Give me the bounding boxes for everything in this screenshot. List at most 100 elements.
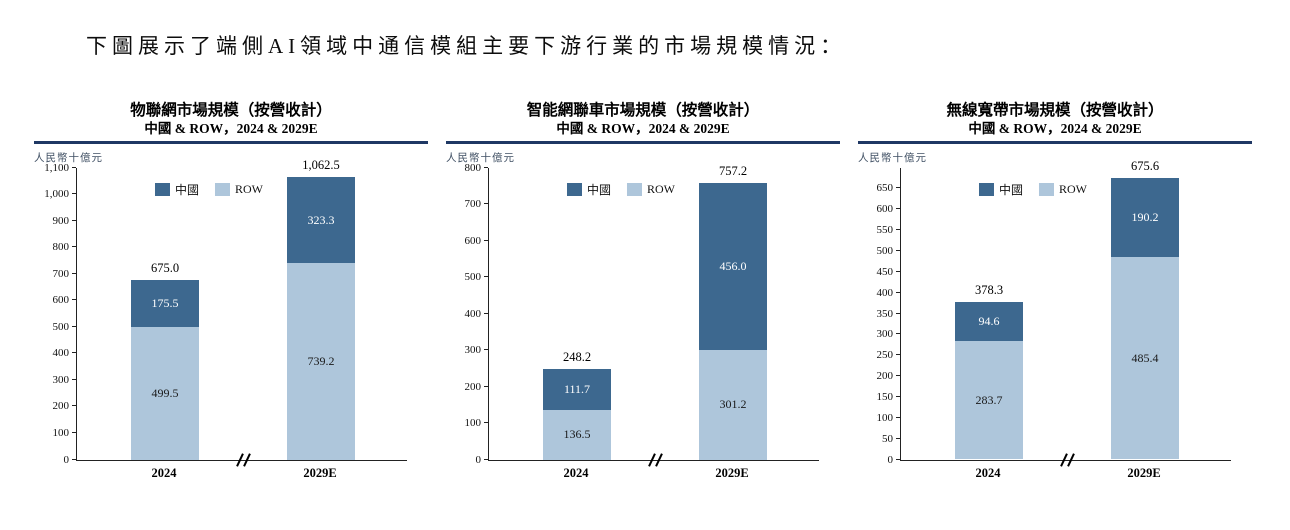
y-tick-mark <box>896 312 900 314</box>
bar-2029E: 190.2 485.4 <box>1111 177 1179 460</box>
chart-iot-market: 物聯網市場規模（按營收計） 中國 & ROW，2024 & 2029E 人民幣十億元… <box>30 102 432 483</box>
x-tick-label: 2029E <box>303 465 337 480</box>
segment-china: 111.7 <box>543 368 611 410</box>
x-tick-label: 2024 <box>563 465 589 480</box>
y-tick-label: 350 <box>876 307 894 320</box>
segment-row: 283.7 <box>955 341 1023 460</box>
chart-smart-connected-vehicle-market: 智能網聯車市場規模（按營收計） 中國 & ROW，2024 & 2029E 人民幣十… <box>442 102 844 483</box>
total-label: 757.2 <box>718 164 748 179</box>
y-tick-mark <box>484 349 488 350</box>
segment-value-china: 111.7 <box>563 381 591 396</box>
y-tick-label: 300 <box>876 328 894 341</box>
y-axis-unit-label: 人民幣十億元 <box>858 152 927 164</box>
total-label: 675.0 <box>150 261 180 276</box>
x-tick-label: 2024 <box>975 465 1001 480</box>
chart-title: 智能網聯車市場規模（按營收計） <box>526 102 760 119</box>
legend: 中國 ROW <box>566 181 675 198</box>
segment-value-china: 323.3 <box>307 212 335 227</box>
segment-value-row: 485.4 <box>1131 350 1159 365</box>
y-tick-label: 200 <box>464 380 482 393</box>
segment-value-row: 136.5 <box>563 427 591 442</box>
y-axis-unit-label: 人民幣十億元 <box>446 152 515 164</box>
y-tick-label: 500 <box>464 271 482 283</box>
bar-2024: 94.6 283.7 <box>955 301 1023 460</box>
segment-row: 739.2 <box>287 263 355 460</box>
y-tick-label: 0 <box>63 453 70 466</box>
y-tick-mark <box>896 187 900 189</box>
bar-2024: 175.5 499.5 <box>131 280 199 460</box>
legend: 中國 ROW <box>154 181 263 198</box>
x-axis-labels: 2024 2029E <box>76 461 406 483</box>
y-tick-label: 100 <box>464 417 482 429</box>
chart-title: 無線寬帶市場規模（按營收計） <box>946 102 1164 119</box>
y-tick-label: 900 <box>52 214 70 227</box>
segment-value-china: 190.2 <box>1131 209 1159 224</box>
y-tick-mark <box>484 239 488 241</box>
segment-row: 499.5 <box>131 326 199 460</box>
y-tick-mark <box>72 219 76 221</box>
y-tick-label: 150 <box>876 390 894 403</box>
x-tick-label: 2024 <box>151 465 177 480</box>
y-tick-label: 0 <box>887 453 894 466</box>
plot-area: 中國 ROW 94.6 283.7 378.3 190.2 485.4 675.6 <box>900 159 1231 467</box>
legend-swatch-row <box>1039 182 1055 196</box>
legend-swatch-china <box>978 182 994 196</box>
y-axis: 0 100 200 300 400 500 600 700 800 <box>442 162 488 466</box>
y-tick-label: 200 <box>876 370 894 383</box>
y-tick-label: 100 <box>876 411 894 424</box>
legend-label-china: 中國 <box>174 182 200 197</box>
total-label: 248.2 <box>562 349 592 364</box>
y-tick-label: 700 <box>52 267 70 280</box>
total-label: 378.3 <box>974 282 1004 297</box>
y-tick-label: 100 <box>52 426 70 439</box>
segment-value-china: 94.6 <box>978 313 1000 328</box>
y-tick-label: 400 <box>464 307 482 320</box>
segment-value-china: 456.0 <box>719 258 747 273</box>
legend-item-row: ROW <box>1039 182 1087 197</box>
legend-item-china: 中國 <box>566 181 612 198</box>
y-tick-label: 200 <box>52 400 70 413</box>
segment-value-row: 499.5 <box>151 385 179 400</box>
x-tick-label: 2029E <box>1127 465 1161 480</box>
y-tick-mark <box>896 375 900 377</box>
y-tick-mark <box>72 352 76 354</box>
y-tick-label: 800 <box>464 161 482 174</box>
y-tick-label: 400 <box>52 347 70 360</box>
legend-label-row: ROW <box>1059 181 1088 196</box>
y-tick-mark <box>484 203 488 204</box>
y-tick-mark <box>896 416 900 418</box>
y-tick-label: 400 <box>876 286 894 299</box>
segment-china: 190.2 <box>1111 177 1179 258</box>
legend: 中國 ROW <box>978 181 1087 198</box>
y-tick-label: 500 <box>52 320 70 333</box>
legend-item-row: ROW <box>627 182 675 197</box>
legend-label-china: 中國 <box>586 182 612 197</box>
title-underline <box>446 141 840 144</box>
y-tick-mark <box>896 208 900 210</box>
y-tick-mark <box>72 299 76 301</box>
total-label: 675.6 <box>1130 158 1160 173</box>
y-tick-mark <box>72 431 76 433</box>
segment-row: 301.2 <box>699 349 767 460</box>
y-tick-mark <box>484 385 488 387</box>
y-tick-mark <box>72 405 76 407</box>
x-axis-labels: 2024 2029E <box>488 461 818 483</box>
plot-area: 中國 ROW 175.5 499.5 675.0 323.3 739.2 1,062.5 <box>76 158 407 467</box>
y-tick-mark <box>484 166 488 168</box>
y-tick-mark <box>72 458 76 460</box>
bar-2024: 111.7 136.5 <box>543 368 611 460</box>
y-tick-mark <box>484 422 488 423</box>
legend-label-row: ROW <box>647 181 676 196</box>
y-tick-mark <box>896 249 900 251</box>
y-tick-label: 550 <box>876 224 894 237</box>
document-heading: 下圖展示了端側AI領域中通信模組主要下游行業的市場規模情況： <box>86 34 847 58</box>
y-tick-mark <box>896 458 900 460</box>
y-tick-mark <box>72 246 76 248</box>
segment-china: 323.3 <box>287 177 355 264</box>
segment-china: 456.0 <box>699 183 767 350</box>
plot: 0 100 200 300 400 500 600 700 800 中國 ROW 111.7 136.5… <box>442 162 844 467</box>
chart-subtitle: 中國 & ROW，2024 & 2029E <box>556 121 730 136</box>
y-tick-label: 800 <box>52 241 70 254</box>
segment-row: 136.5 <box>543 409 611 460</box>
chart-title: 物聯網市場規模（按營收計） <box>130 102 332 119</box>
